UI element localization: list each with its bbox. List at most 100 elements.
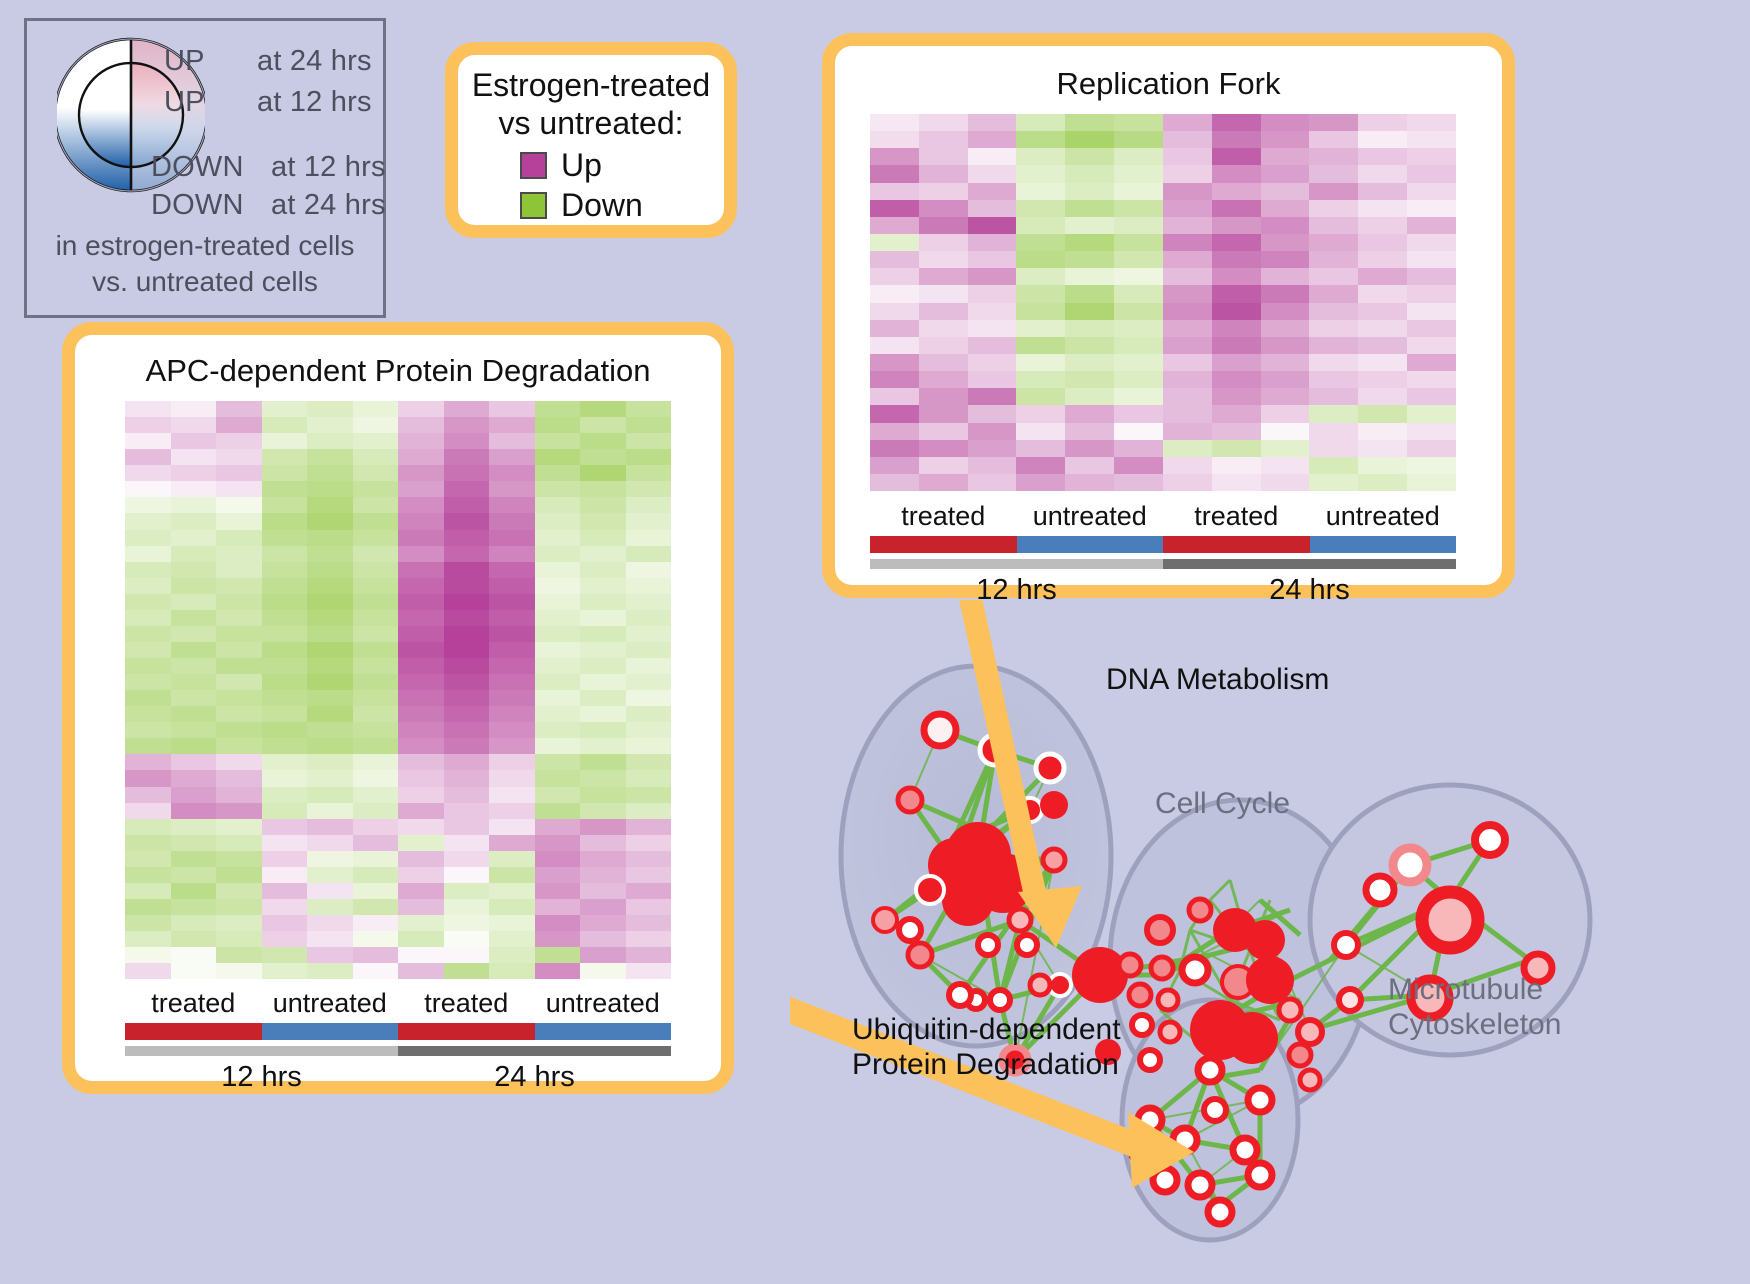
- heatmap-cell: [352, 641, 398, 658]
- heatmap-cell: [534, 577, 580, 594]
- heatmap-cell: [1211, 319, 1261, 337]
- heatmap-cell: [398, 465, 444, 482]
- heatmap-cell: [489, 690, 535, 707]
- heatmap-cell: [443, 915, 489, 932]
- heatmap-cell: [489, 802, 535, 819]
- heatmap-cell: [307, 674, 353, 691]
- heatmap-cell: [1260, 285, 1310, 303]
- heatmap-cell: [1162, 131, 1212, 149]
- heatmap-cell: [1407, 148, 1456, 166]
- heatmap-cell: [307, 722, 353, 739]
- heatmap-row: [125, 931, 671, 948]
- heatmap-cell: [918, 182, 968, 200]
- heatmap-cell: [625, 690, 671, 707]
- heatmap-cell: [170, 915, 216, 932]
- heatmap-cell: [580, 449, 626, 466]
- heatmap-cell: [534, 593, 580, 610]
- heatmap-cell: [170, 738, 216, 755]
- heatmap-cell: [352, 706, 398, 723]
- heatmap-cell: [125, 947, 171, 964]
- heatmap-cell: [1358, 405, 1408, 423]
- heatmap-cell: [170, 513, 216, 530]
- heatmap-cell: [625, 770, 671, 787]
- heatmap-cell: [261, 834, 307, 851]
- heatmap-cell: [307, 850, 353, 867]
- heatmap-cell: [1162, 114, 1212, 132]
- heatmap-cell: [443, 947, 489, 964]
- heatmap-cell: [580, 931, 626, 948]
- heatmap-cell: [1162, 371, 1212, 389]
- heatmap-cell: [1407, 302, 1456, 320]
- heatmap-cell: [918, 388, 968, 406]
- heatmap-cell: [261, 866, 307, 883]
- heatmap-cell: [918, 165, 968, 183]
- heatmap-cell: [352, 802, 398, 819]
- heatmap-cell: [216, 433, 262, 450]
- heatmap-cell: [1065, 268, 1115, 286]
- heatmap-cell: [352, 577, 398, 594]
- heatmap-cell: [580, 866, 626, 883]
- heatmap-cell: [125, 417, 171, 434]
- heatmap-cell: [352, 898, 398, 915]
- heatmap-row: [870, 353, 1456, 372]
- heatmap-cell: [261, 433, 307, 450]
- heatmap-cell: [534, 561, 580, 578]
- heatmap-cell: [870, 405, 919, 423]
- heatmap-cell: [443, 866, 489, 883]
- heatmap-cell: [398, 641, 444, 658]
- heatmap-cell: [580, 738, 626, 755]
- heatmap-cell: [1407, 405, 1456, 423]
- heatmap-cell: [1358, 388, 1408, 406]
- replication-fork-title: Replication Fork: [1056, 66, 1281, 101]
- heatmap-cell: [534, 850, 580, 867]
- heatmap-cell: [1309, 182, 1359, 200]
- heatmap-cell: [216, 641, 262, 658]
- heatmap-row: [125, 465, 671, 482]
- heatmap-cell: [580, 529, 626, 546]
- heatmap-cell: [1162, 439, 1212, 457]
- heatmap-cell: [967, 422, 1017, 440]
- heatmap-row: [125, 529, 671, 546]
- heatmap-cell: [580, 898, 626, 915]
- heatmap-cell: [625, 641, 671, 658]
- heatmap-cell: [1309, 148, 1359, 166]
- heatmap-cell: [398, 529, 444, 546]
- heatmap-row: [125, 818, 671, 835]
- wheel-time-up-12: at 12 hrs: [257, 86, 372, 118]
- legend-item-up: Up: [520, 149, 602, 181]
- heatmap-cell: [398, 738, 444, 755]
- heatmap-cell: [170, 850, 216, 867]
- heatmap-cell: [307, 658, 353, 675]
- heatmap-cell: [1309, 353, 1359, 372]
- heatmap-cell: [1016, 165, 1066, 183]
- heatmap-cell: [580, 497, 626, 514]
- heatmap-cell: [1260, 268, 1310, 286]
- heatmap-cell: [1211, 182, 1261, 200]
- heatmap-cell: [1260, 439, 1310, 457]
- heatmap-cell: [398, 786, 444, 803]
- heatmap-cell: [1211, 216, 1261, 234]
- heatmap-cell: [443, 577, 489, 594]
- heatmap-cell: [1309, 439, 1359, 457]
- heatmap-cell: [443, 609, 489, 626]
- heatmap-cell: [1260, 148, 1310, 166]
- heatmap-cell: [967, 388, 1017, 406]
- heatmap-cell: [170, 834, 216, 851]
- heatmap-row: [125, 802, 671, 819]
- axis-time-bar: [870, 559, 1163, 569]
- heatmap-row: [870, 371, 1456, 389]
- heatmap-cell: [489, 738, 535, 755]
- replication-fork-card: Replication Fork treated untreated treated…: [822, 33, 1515, 606]
- heatmap-cell: [967, 439, 1017, 457]
- heatmap-row: [870, 148, 1456, 166]
- heatmap-cell: [352, 545, 398, 562]
- heatmap-cell: [443, 449, 489, 466]
- cluster-label-microtubule: Microtubule Cytoskeleton: [1388, 972, 1561, 1043]
- heatmap-cell: [443, 802, 489, 819]
- heatmap-cell: [307, 802, 353, 819]
- heatmap-cell: [443, 722, 489, 739]
- heatmap-cell: [1114, 233, 1163, 252]
- heatmap-cell: [1211, 285, 1261, 303]
- heatmap-cell: [307, 561, 353, 578]
- heatmap-cell: [625, 738, 671, 755]
